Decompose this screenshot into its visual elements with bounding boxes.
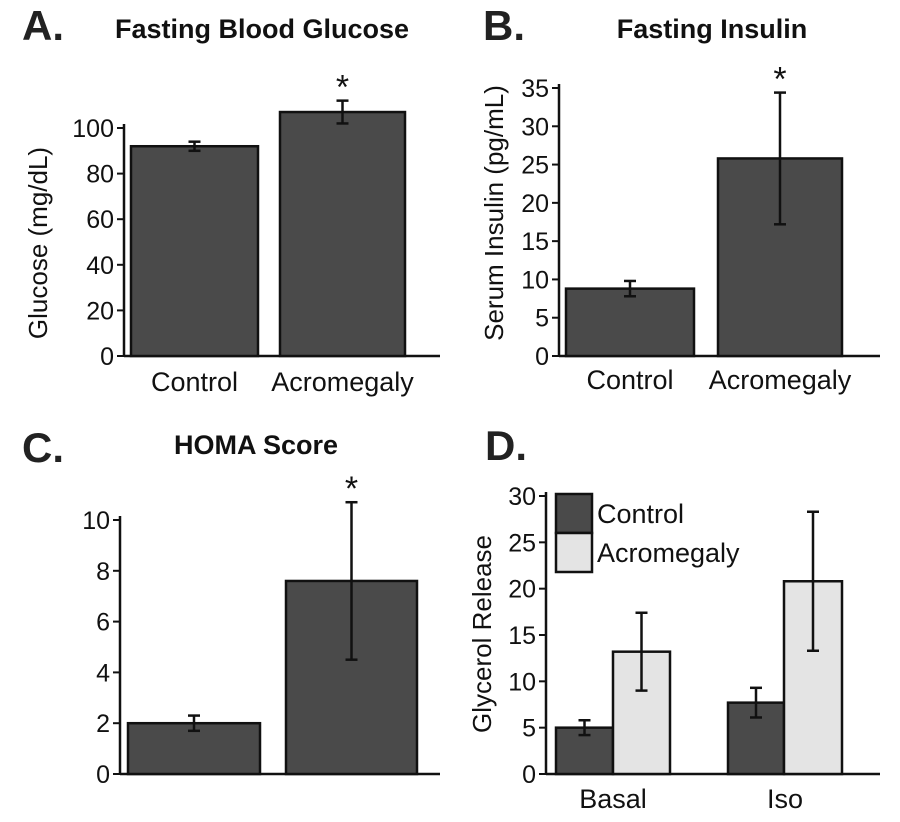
y-tick-label: 15: [508, 622, 536, 650]
panel-a-ylabel: Glucose (mg/dL): [23, 147, 53, 339]
y-tick-label: 15: [521, 228, 549, 256]
y-tick-label: 35: [521, 75, 549, 103]
y-tick-label: 8: [96, 558, 110, 586]
y-tick-label: 10: [82, 507, 110, 535]
panel-a-plot: 0 20 40 60 80 100 Control * Acromegaly: [72, 69, 440, 397]
y-tick-label: 0: [535, 343, 549, 371]
y-tick-label: 25: [508, 529, 536, 557]
y-tick-label: 30: [521, 113, 549, 141]
significance-marker: *: [336, 69, 349, 107]
y-tick-label: 2: [96, 710, 110, 738]
y-tick-label: 0: [100, 343, 114, 371]
y-tick-label: 5: [535, 305, 549, 333]
x-category-label: Control: [151, 367, 238, 397]
y-tick-label: 25: [521, 152, 549, 180]
y-tick-label: 5: [522, 715, 536, 743]
panel-b-letter: B.: [483, 2, 525, 49]
bar: [564, 287, 696, 358]
panel-d: D. Glycerol Release 0 5 10 15 20 25 30 Basal Iso…: [467, 422, 880, 814]
bar: [278, 110, 407, 358]
y-tick-label: 20: [86, 297, 114, 325]
panel-a-letter: A.: [22, 2, 64, 49]
panel-d-ylabel: Glycerol Release: [467, 535, 497, 733]
x-category-label: Acromegaly: [709, 365, 852, 395]
y-tick-label: 30: [508, 483, 536, 511]
panel-d-plot: 0 5 10 15 20 25 30 Basal Iso: [508, 483, 880, 814]
y-tick-label: 40: [86, 252, 114, 280]
y-tick-label: 60: [86, 206, 114, 234]
panel-c-plot: 0 2 4 6 8 10 *: [82, 470, 440, 789]
legend-swatch-acromegaly: [554, 531, 594, 574]
y-tick-label: 80: [86, 161, 114, 189]
x-category-label: Control: [586, 365, 673, 395]
legend-label-acromegaly: Acromegaly: [597, 538, 740, 568]
bar: [129, 144, 260, 358]
y-tick-label: 6: [96, 609, 110, 637]
y-tick-label: 0: [522, 761, 536, 789]
y-tick-label: 100: [72, 115, 114, 143]
significance-marker: *: [773, 61, 786, 99]
x-category-label: Acromegaly: [271, 367, 414, 397]
panel-b: B. Fasting Insulin Serum Insulin (pg/mL)…: [479, 2, 880, 395]
y-tick-label: 4: [96, 659, 110, 687]
y-tick-label: 10: [521, 266, 549, 294]
panel-c-letter: C.: [22, 424, 64, 471]
panel-d-letter: D.: [485, 422, 527, 469]
panel-d-legend: Control Acromegaly: [554, 492, 740, 574]
legend-label-control: Control: [597, 499, 684, 529]
y-tick-label: 0: [96, 761, 110, 789]
significance-marker: *: [345, 470, 358, 508]
panel-b-title: Fasting Insulin: [617, 14, 808, 44]
panel-a: A. Fasting Blood Glucose Glucose (mg/dL)…: [22, 2, 440, 397]
panel-b-ylabel: Serum Insulin (pg/mL): [479, 85, 509, 341]
x-category-label: Iso: [767, 784, 803, 814]
panel-c-title: HOMA Score: [174, 430, 338, 460]
y-tick-label: 20: [521, 190, 549, 218]
panel-b-plot: 0 5 10 15 20 25 30 35 Control * Acromegaly: [521, 61, 880, 395]
y-tick-label: 10: [508, 668, 536, 696]
panel-a-title: Fasting Blood Glucose: [115, 14, 409, 44]
x-category-label: Basal: [579, 784, 647, 814]
legend-swatch-control: [554, 492, 594, 535]
y-tick-label: 20: [508, 576, 536, 604]
panel-c: C. HOMA Score 0 2 4 6 8 10 *: [22, 424, 440, 789]
